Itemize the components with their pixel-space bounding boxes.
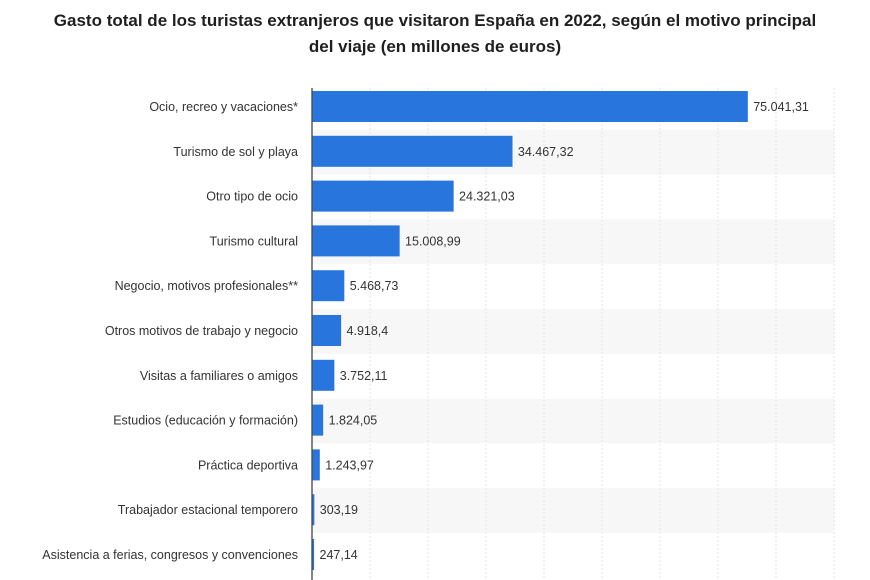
category-label: Práctica deportiva [198,458,298,472]
gridlines [369,88,835,580]
bar[interactable] [312,449,320,481]
bar[interactable] [312,225,400,257]
bars [312,91,748,570]
category-label: Trabajador estacional temporero [118,503,298,517]
bar[interactable] [312,494,315,526]
bar[interactable] [312,135,513,167]
category-label: Asistencia a ferias, congresos y convenc… [42,548,298,562]
bar[interactable] [312,91,748,122]
value-label: 1.243,97 [325,458,374,472]
value-label: 75.041,31 [753,100,809,114]
category-label: Visitas a familiares o amigos [140,369,298,383]
row-bands [312,129,834,533]
row-band [312,488,834,533]
category-label: Turismo cultural [210,234,298,248]
bar[interactable] [312,539,315,570]
value-label: 24.321,03 [459,190,515,204]
value-label: 34.467,32 [518,145,574,159]
category-label: Turismo de sol y playa [173,145,298,159]
labels: Ocio, recreo y vacaciones* 75.041,31 Turis… [42,100,809,562]
category-label: Otro tipo de ocio [206,190,298,204]
category-label: Otros motivos de trabajo y negocio [105,324,298,338]
bar[interactable] [312,359,335,391]
value-label: 3.752,11 [340,369,388,383]
value-label: 15.008,99 [405,234,461,248]
category-label: Ocio, recreo y vacaciones* [149,100,298,114]
bar[interactable] [312,404,324,436]
value-label: 303,19 [320,503,358,517]
row-band [312,398,834,444]
bar[interactable] [312,315,342,346]
value-label: 247,14 [320,548,358,562]
bar[interactable] [312,270,345,302]
category-label: Estudios (educación y formación) [113,414,298,428]
bar[interactable] [312,180,454,212]
value-label: 4.918,4 [347,324,389,338]
value-label: 5.468,73 [350,279,399,293]
row-band [312,309,834,354]
category-label: Negocio, motivos profesionales** [115,279,299,293]
chart-title: Gasto total de los turistas extranjeros … [53,11,817,56]
value-label: 1.824,05 [329,414,378,428]
